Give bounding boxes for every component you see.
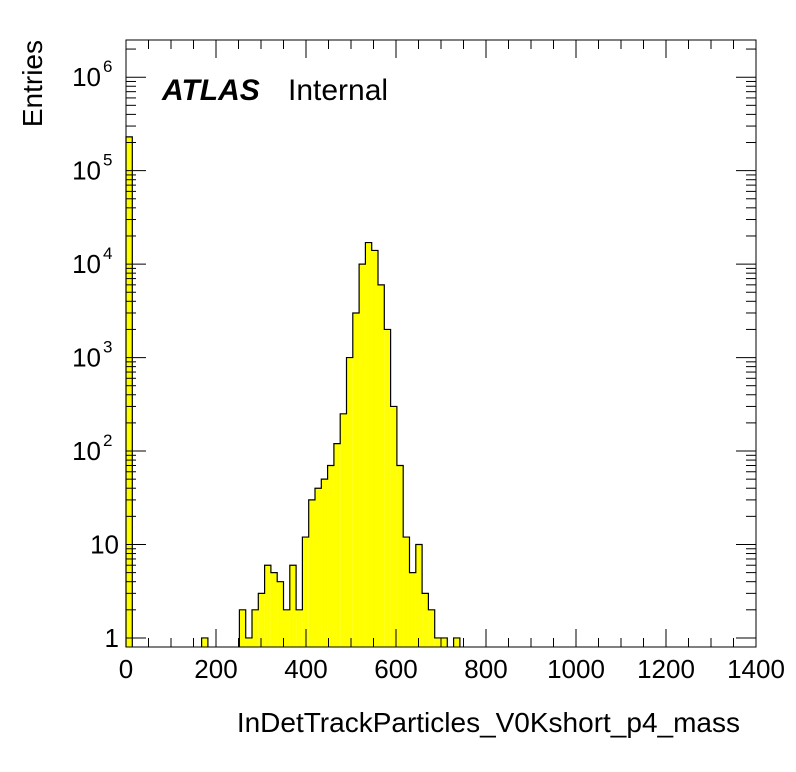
internal-label: Internal bbox=[288, 74, 388, 107]
histogram-bars bbox=[125, 136, 461, 648]
x-tick-labels: 0 200 400 600 800 1000 1200 1400 bbox=[119, 654, 785, 684]
x-tick-label: 400 bbox=[284, 654, 327, 684]
histogram-bar bbox=[327, 465, 334, 647]
histogram-bar bbox=[403, 537, 410, 647]
histogram-bar bbox=[315, 488, 322, 647]
y-tick-label-exponent: 6 bbox=[103, 57, 112, 76]
x-tick-label: 200 bbox=[194, 654, 237, 684]
x-tick-label: 1200 bbox=[637, 654, 695, 684]
x-tick-label: 1000 bbox=[547, 654, 605, 684]
y-tick-label-exponent: 2 bbox=[103, 431, 112, 450]
histogram-bar bbox=[264, 565, 271, 647]
histogram-bar bbox=[252, 609, 259, 647]
histogram-bar bbox=[340, 413, 347, 647]
histogram-bar bbox=[270, 572, 278, 647]
x-tick-label: 800 bbox=[464, 654, 507, 684]
histogram-bar bbox=[296, 609, 303, 647]
y-tick-label-exponent: 5 bbox=[103, 151, 112, 170]
histogram-bar bbox=[308, 499, 315, 647]
histogram-bar bbox=[201, 637, 208, 647]
histogram-bar bbox=[434, 637, 441, 647]
histogram-bar bbox=[283, 609, 290, 647]
y-tick-label-exponent: 3 bbox=[103, 338, 112, 357]
x-axis-title: InDetTrackParticles_V0Kshort_p4_mass bbox=[237, 707, 740, 738]
histogram-bar bbox=[409, 572, 416, 647]
histogram-bar bbox=[453, 637, 460, 647]
histogram-bar bbox=[352, 312, 360, 647]
histogram-bar bbox=[302, 537, 309, 647]
histogram-bar bbox=[359, 264, 366, 647]
atlas-label: ATLAS bbox=[161, 74, 260, 107]
histogram-bar bbox=[415, 544, 423, 647]
histogram-bar bbox=[126, 136, 133, 647]
histogram-outline bbox=[125, 136, 461, 647]
y-tick-label: 10 bbox=[72, 249, 101, 279]
y-tick-label: 10 bbox=[72, 436, 101, 466]
y-tick-label: 10 bbox=[90, 529, 119, 559]
axis-ticks bbox=[125, 40, 757, 647]
histogram-bar bbox=[371, 250, 378, 647]
histogram-bar bbox=[321, 479, 328, 647]
histogram-bar bbox=[396, 465, 404, 647]
y-tick-label: 1 bbox=[105, 623, 119, 653]
histogram-bar bbox=[245, 637, 252, 647]
histogram-bar bbox=[384, 329, 391, 647]
histogram-bar bbox=[378, 284, 385, 647]
histogram-bar bbox=[258, 593, 265, 647]
x-tick-label: 1400 bbox=[727, 654, 785, 684]
histogram-bar bbox=[277, 581, 284, 647]
histogram-bar bbox=[289, 565, 297, 647]
histogram-bar bbox=[390, 406, 397, 647]
histogram-bar bbox=[428, 609, 435, 647]
x-tick-label: 600 bbox=[374, 654, 417, 684]
y-tick-label: 10 bbox=[72, 343, 101, 373]
histogram-bar bbox=[346, 357, 353, 647]
histogram-bar bbox=[441, 637, 448, 647]
y-tick-label: 10 bbox=[72, 156, 101, 186]
histogram-bar bbox=[365, 242, 372, 648]
histogram-bar bbox=[333, 443, 341, 647]
y-tick-label-exponent: 4 bbox=[103, 244, 112, 263]
y-tick-label: 10 bbox=[72, 62, 101, 92]
histogram-bar bbox=[239, 609, 246, 647]
y-axis-title: Entries bbox=[17, 40, 48, 127]
histogram-bar bbox=[422, 593, 429, 647]
x-tick-label: 0 bbox=[119, 654, 133, 684]
